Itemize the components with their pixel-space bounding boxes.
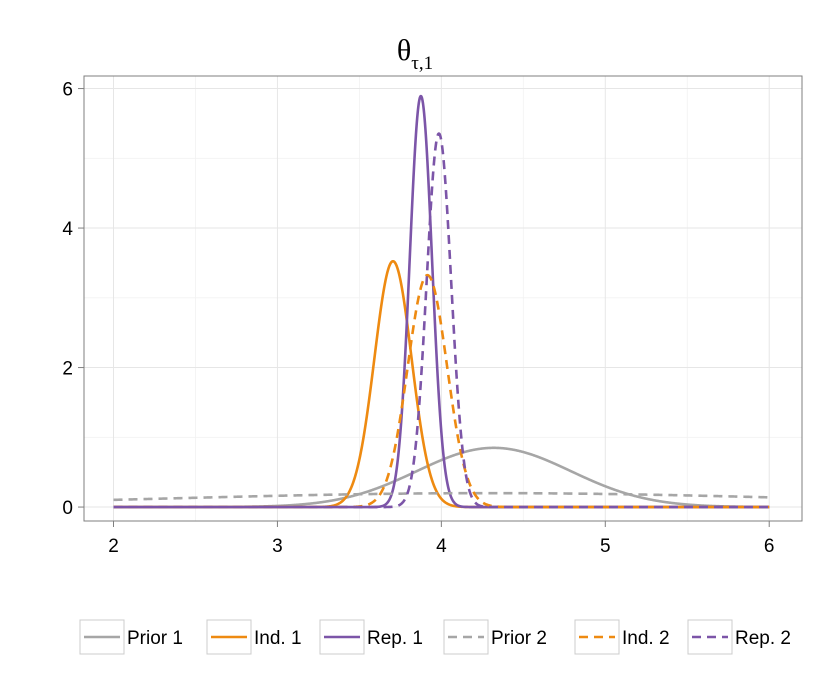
legend-label: Ind. 1 xyxy=(254,628,302,649)
legend-item-3: Rep. 1 xyxy=(319,619,423,655)
series-line-4 xyxy=(112,491,771,502)
legend-label: Prior 1 xyxy=(127,628,183,649)
legend-item-6: Rep. 2 xyxy=(687,619,791,655)
x-axis: 2 3 4 5 6 xyxy=(108,521,775,557)
x-tick-label: 2 xyxy=(108,536,119,557)
plot-panel xyxy=(83,75,803,522)
y-tick-label: 2 xyxy=(62,359,73,380)
x-tick-label: 4 xyxy=(436,536,447,557)
legend-label: Prior 2 xyxy=(491,628,547,649)
legend-item-5: Ind. 2 xyxy=(574,619,670,655)
legend-label: Rep. 2 xyxy=(735,628,791,649)
legend-item-4: Prior 2 xyxy=(443,619,547,655)
y-tick-label: 4 xyxy=(62,219,73,240)
y-axis: 0 2 4 6 xyxy=(62,80,84,519)
x-tick-label: 3 xyxy=(272,536,283,557)
legend-item-1: Prior 1 xyxy=(79,619,183,655)
y-tick-label: 6 xyxy=(62,80,73,101)
chart-title-main: θ xyxy=(397,34,411,67)
legend-item-2: Ind. 1 xyxy=(206,619,302,655)
chart-title: θτ,1 xyxy=(397,34,433,74)
legend: Prior 1 Ind. 1 Rep. 1 Prior 2 Ind. 2 Rep. 2 xyxy=(79,619,791,655)
legend-label: Ind. 2 xyxy=(622,628,670,649)
plot-border xyxy=(83,75,803,522)
x-tick-label: 6 xyxy=(764,536,775,557)
series-line-6 xyxy=(112,132,771,509)
legend-label: Rep. 1 xyxy=(367,628,423,649)
chart-title-subscript: τ,1 xyxy=(411,53,433,74)
y-tick-label: 0 xyxy=(62,498,73,519)
x-tick-label: 5 xyxy=(600,536,611,557)
